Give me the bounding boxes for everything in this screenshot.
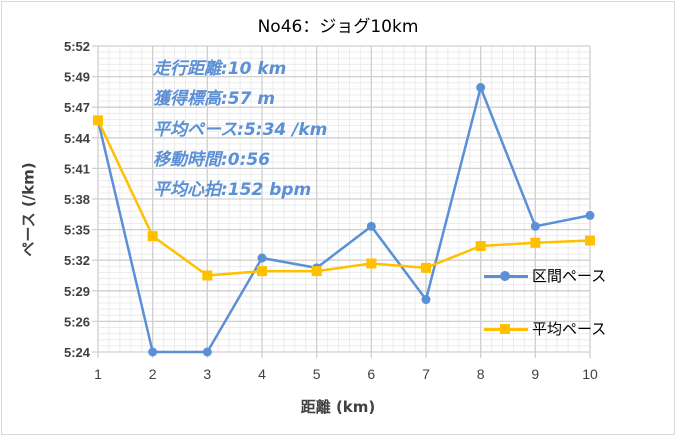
data-point [585, 235, 595, 246]
x-tick-label: 5 [313, 366, 321, 382]
data-point [530, 237, 541, 248]
legend-swatch-avg-pace [484, 323, 528, 334]
y-tick-label: 5:24 [64, 345, 91, 360]
chart-title: No46：ジョグ10km [257, 17, 419, 37]
data-point [421, 262, 431, 273]
stat-moving-time: 移動時間:0:56 [153, 149, 271, 170]
x-tick-label: 3 [203, 366, 211, 382]
x-tick-label: 2 [149, 366, 157, 382]
data-point [585, 210, 595, 220]
x-tick-label: 7 [422, 366, 430, 382]
legend-label: 平均ペース [532, 320, 607, 338]
y-tick-label: 5:49 [64, 70, 90, 85]
data-point [311, 266, 322, 277]
x-tick-label: 10 [582, 366, 598, 382]
data-point [366, 258, 377, 269]
x-axis-label: 距離 (km) [300, 398, 376, 416]
legend-swatch-split-pace [484, 270, 528, 281]
legend-item-split-pace: 区間ペース [484, 265, 606, 286]
series-line-split-pace [96, 86, 591, 354]
y-tick-label: 5:47 [64, 100, 90, 115]
x-tick-label: 4 [258, 366, 266, 382]
y-tick-label: 5:52 [64, 39, 90, 54]
stats-annotation: 走行距離:10 km 獲得標高:57 m 平均ペース:5:34 /km 移動時間… [153, 54, 327, 205]
data-point [148, 347, 158, 357]
series-line-avg-pace [96, 119, 591, 277]
y-tick-label: 5:32 [64, 253, 90, 268]
y-tick-label: 5:41 [64, 161, 90, 176]
data-point [257, 253, 267, 263]
y-tick-label: 5:38 [64, 192, 90, 207]
y-tick-label: 5:26 [64, 314, 90, 329]
data-point [530, 221, 540, 231]
stat-avg-hr: 平均心拍:152 bpm [153, 180, 312, 201]
legend-item-avg-pace: 平均ペース [484, 318, 606, 339]
y-tick-label: 5:44 [64, 131, 91, 146]
y-axis-label: ペース (/km) [19, 162, 38, 257]
stat-elevation: 獲得標高:57 m [153, 89, 276, 110]
stat-avg-pace: 平均ペース:5:34 /km [153, 119, 328, 140]
data-point [475, 240, 486, 251]
data-point [421, 295, 431, 305]
data-point [366, 221, 376, 231]
data-point [202, 347, 212, 357]
data-point [257, 266, 267, 277]
stat-distance: 走行距離:10 km [153, 59, 287, 79]
y-tick-label: 5:35 [64, 223, 90, 238]
legend-label: 区間ペース [532, 267, 607, 285]
x-tick-label: 8 [477, 366, 485, 382]
x-tick-label: 6 [367, 366, 375, 382]
data-point [93, 115, 103, 126]
data-point [476, 83, 486, 93]
y-tick-label: 5:29 [64, 284, 90, 299]
x-tick-label: 9 [531, 366, 539, 382]
data-point [202, 270, 213, 281]
x-tick-label: 1 [94, 366, 102, 382]
data-point [147, 231, 158, 242]
